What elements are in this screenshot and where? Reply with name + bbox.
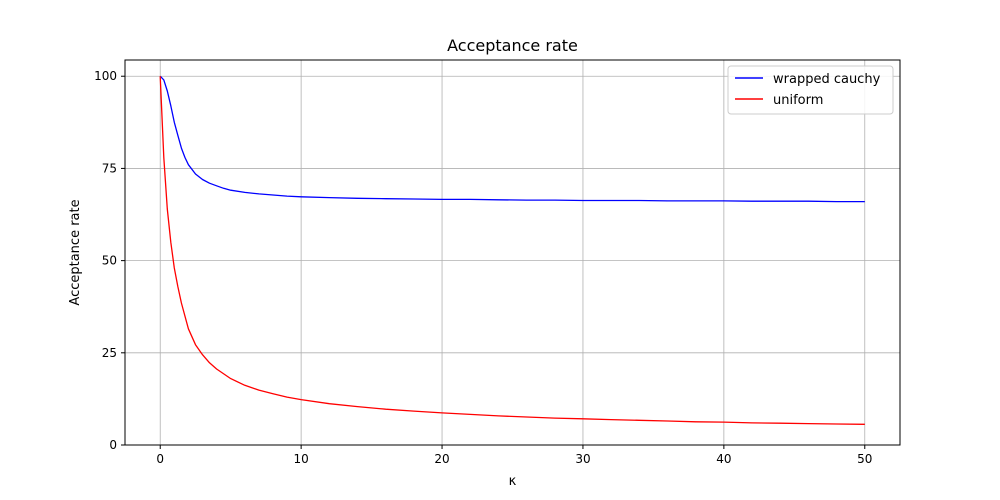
- x-tick-label: 0: [156, 452, 164, 466]
- series-line-uniform: [159, 76, 865, 425]
- x-axis-label: κ: [509, 474, 517, 489]
- axis-ticks: 0 10 20 30 40 50 0 25 50 75 100: [94, 69, 872, 466]
- x-tick-label: 50: [857, 452, 872, 466]
- chart-title: Acceptance rate: [447, 36, 578, 55]
- y-tick-label: 50: [102, 254, 117, 268]
- x-tick-label: 40: [716, 452, 731, 466]
- x-tick-label: 10: [293, 452, 308, 466]
- x-tick-label: 30: [575, 452, 590, 466]
- series-layer: [159, 75, 865, 425]
- y-tick-label: 100: [94, 69, 117, 83]
- series-line-wrapped-cauchy: [159, 75, 865, 203]
- legend: wrapped cauchy uniform: [727, 65, 894, 115]
- plot-area: [125, 60, 900, 445]
- legend-label-uniform: uniform: [773, 93, 823, 108]
- plot-frame: [124, 59, 901, 446]
- y-tick-label: 75: [102, 161, 117, 175]
- y-tick-label: 0: [109, 438, 117, 452]
- y-axis-label: Acceptance rate: [68, 199, 83, 305]
- legend-box: [727, 65, 894, 115]
- x-tick-label: 20: [434, 452, 449, 466]
- y-tick-label: 25: [102, 346, 117, 360]
- legend-label-wrapped-cauchy: wrapped cauchy: [773, 72, 881, 87]
